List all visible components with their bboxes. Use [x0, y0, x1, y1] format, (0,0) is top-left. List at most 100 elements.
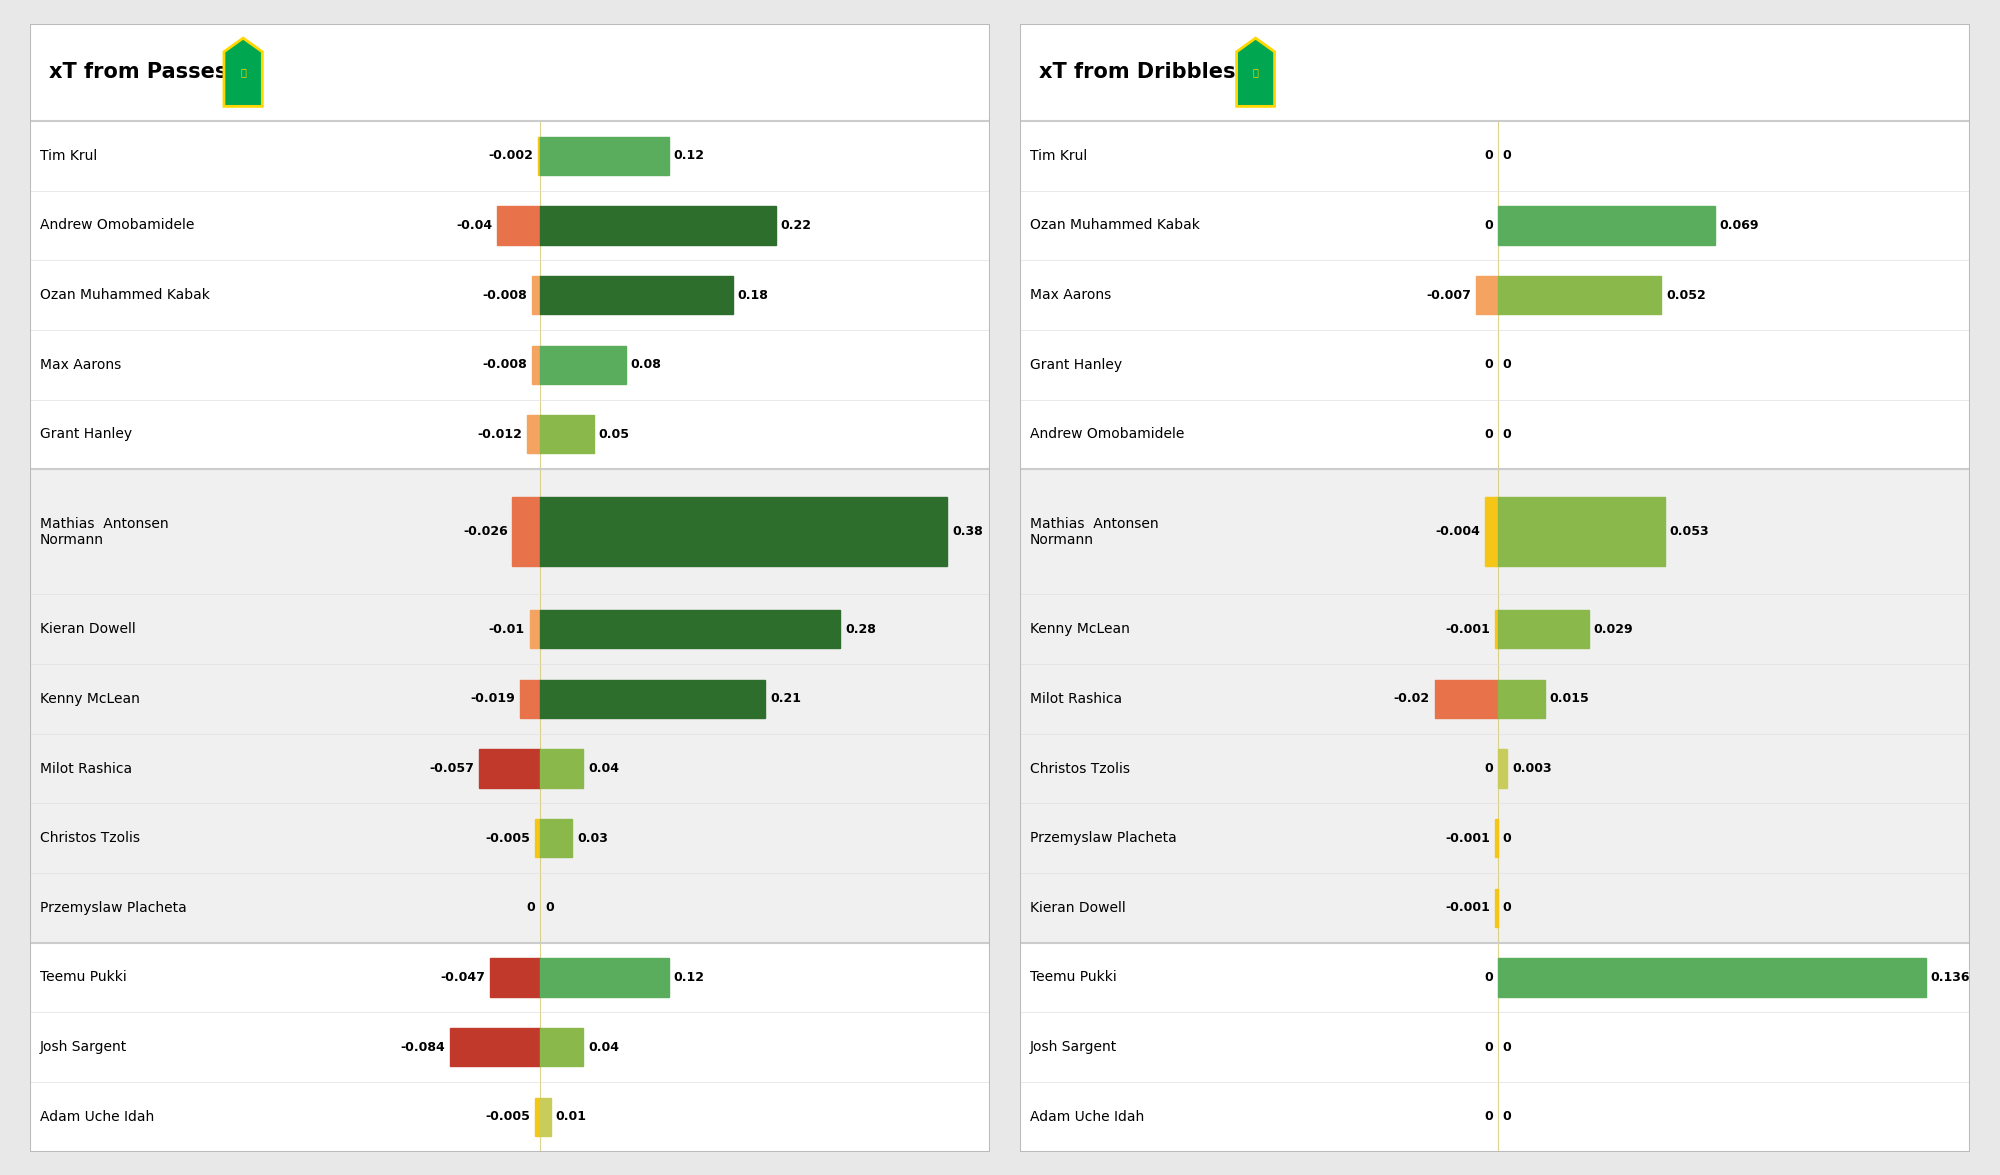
Bar	[540, 959, 668, 996]
Bar	[1494, 610, 1498, 649]
Bar	[1020, 24, 1970, 121]
Text: Josh Sargent: Josh Sargent	[1030, 1040, 1116, 1054]
Bar	[1494, 888, 1498, 927]
Bar	[540, 345, 626, 384]
Text: Kieran Dowell: Kieran Dowell	[1030, 901, 1126, 915]
Text: 0.12: 0.12	[674, 149, 704, 162]
Bar	[538, 136, 540, 175]
Text: 0.04: 0.04	[588, 763, 618, 776]
Bar	[1498, 959, 1926, 996]
Text: 0.01: 0.01	[556, 1110, 586, 1123]
Bar	[540, 276, 734, 314]
Text: Kenny McLean: Kenny McLean	[1030, 623, 1130, 637]
Bar	[1498, 750, 1508, 787]
Text: Teemu Pukki: Teemu Pukki	[40, 971, 126, 985]
Text: Josh Sargent: Josh Sargent	[40, 1040, 126, 1054]
Text: Kenny McLean: Kenny McLean	[40, 692, 140, 706]
Text: -0.005: -0.005	[486, 832, 530, 845]
Text: -0.008: -0.008	[482, 289, 526, 302]
Text: 0: 0	[1502, 901, 1512, 914]
Bar	[1498, 207, 1714, 244]
Text: -0.02: -0.02	[1394, 692, 1430, 705]
Bar	[512, 497, 540, 566]
Text: 0: 0	[1484, 219, 1492, 231]
Bar	[540, 610, 840, 649]
Text: 0.053: 0.053	[1670, 525, 1708, 538]
Bar	[490, 959, 540, 996]
Text: -0.04: -0.04	[456, 219, 492, 231]
Text: Mathias  Antonsen
Normann: Mathias Antonsen Normann	[40, 517, 168, 546]
Text: xT from Dribbles: xT from Dribbles	[1040, 62, 1236, 82]
Bar	[1020, 942, 1970, 1152]
Text: 0.28: 0.28	[844, 623, 876, 636]
Bar	[1498, 680, 1544, 718]
Text: Teemu Pukki: Teemu Pukki	[1030, 971, 1116, 985]
Text: -0.057: -0.057	[430, 763, 474, 776]
Text: xT from Passes: xT from Passes	[50, 62, 228, 82]
Text: -0.047: -0.047	[440, 971, 486, 983]
Text: Mathias  Antonsen
Normann: Mathias Antonsen Normann	[1030, 517, 1158, 546]
Text: Milot Rashica: Milot Rashica	[40, 761, 132, 776]
Text: -0.084: -0.084	[400, 1041, 446, 1054]
Text: 0.38: 0.38	[952, 525, 982, 538]
Bar	[540, 207, 776, 244]
Text: 🦅: 🦅	[1252, 67, 1258, 78]
Bar	[528, 415, 540, 454]
Text: 0: 0	[1484, 1041, 1492, 1054]
Text: 0: 0	[1484, 1110, 1492, 1123]
Bar	[532, 345, 540, 384]
Polygon shape	[224, 38, 262, 107]
Bar	[450, 1028, 540, 1066]
Text: -0.004: -0.004	[1436, 525, 1480, 538]
Text: 0: 0	[1502, 832, 1512, 845]
Bar	[480, 750, 540, 787]
Text: -0.005: -0.005	[486, 1110, 530, 1123]
Bar	[530, 610, 540, 649]
Bar	[498, 207, 540, 244]
Text: Tim Krul: Tim Krul	[1030, 149, 1086, 163]
Text: 0: 0	[1484, 149, 1492, 162]
Text: 0: 0	[1502, 358, 1512, 371]
Text: 0.052: 0.052	[1666, 289, 1706, 302]
Text: 0: 0	[1484, 971, 1492, 983]
Bar	[540, 415, 594, 454]
Bar	[520, 680, 540, 718]
Text: 0: 0	[1484, 358, 1492, 371]
Text: 0.136: 0.136	[1930, 971, 1970, 983]
Bar	[540, 680, 766, 718]
Bar	[540, 750, 584, 787]
Bar	[1020, 121, 1970, 469]
Text: Christos Tzolis: Christos Tzolis	[1030, 761, 1130, 776]
Text: 🦅: 🦅	[240, 67, 246, 78]
Bar	[30, 469, 990, 942]
Text: -0.001: -0.001	[1444, 623, 1490, 636]
Text: -0.01: -0.01	[488, 623, 524, 636]
Text: 0: 0	[526, 901, 536, 914]
Bar	[1498, 276, 1662, 314]
Text: -0.019: -0.019	[470, 692, 516, 705]
Text: 0.04: 0.04	[588, 1041, 618, 1054]
Text: 0.03: 0.03	[578, 832, 608, 845]
Text: 0: 0	[1502, 1041, 1512, 1054]
Bar	[534, 819, 540, 858]
Text: 0: 0	[1484, 428, 1492, 441]
Text: -0.001: -0.001	[1444, 832, 1490, 845]
Bar	[540, 1028, 584, 1066]
Text: 0.22: 0.22	[780, 219, 812, 231]
Bar	[1498, 497, 1664, 566]
Bar	[1476, 276, 1498, 314]
Text: 0.21: 0.21	[770, 692, 800, 705]
Text: Andrew Omobamidele: Andrew Omobamidele	[40, 219, 194, 233]
Text: Tim Krul: Tim Krul	[40, 149, 96, 163]
Text: 0.18: 0.18	[738, 289, 768, 302]
Text: 0.12: 0.12	[674, 971, 704, 983]
Bar	[1020, 469, 1970, 942]
Text: -0.026: -0.026	[462, 525, 508, 538]
Text: Milot Rashica: Milot Rashica	[1030, 692, 1122, 706]
Text: Przemyslaw Placheta: Przemyslaw Placheta	[1030, 831, 1176, 845]
Text: Grant Hanley: Grant Hanley	[40, 428, 132, 442]
Text: 0: 0	[546, 901, 554, 914]
Bar	[30, 24, 990, 121]
Bar	[540, 497, 948, 566]
Text: 0: 0	[1502, 149, 1512, 162]
